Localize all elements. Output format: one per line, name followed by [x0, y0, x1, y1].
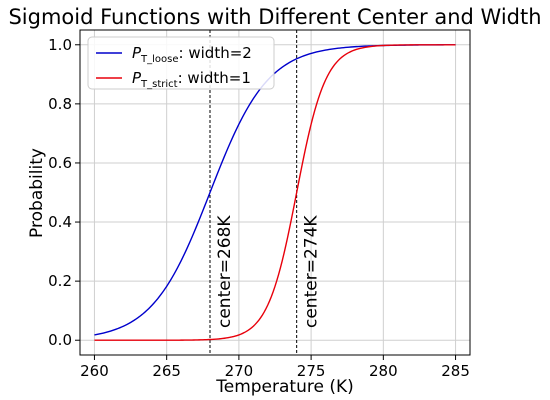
axis-ticks: 260 265 270 275 280 285 0.0 0.2 0.4 0.6 0.8 1.0: [48, 36, 470, 380]
x-tick-label: 280: [369, 362, 398, 380]
legend-label: : width=2: [179, 44, 252, 62]
x-axis-label: Temperature (K): [215, 377, 354, 397]
y-tick-label: 0.0: [48, 331, 72, 349]
legend-entry-0: PT_loose: width=2: [132, 44, 252, 65]
y-axis-label: Probability: [27, 148, 47, 238]
x-tick-label: 275: [297, 362, 326, 380]
x-tick-label: 265: [152, 362, 181, 380]
legend-subscript: T_strict: [140, 79, 178, 90]
y-tick-label: 0.2: [48, 272, 72, 290]
y-tick-label: 0.6: [48, 154, 72, 172]
chart-title: Sigmoid Functions with Different Center …: [8, 5, 541, 29]
center-lines: center=268K center=274K: [209, 30, 322, 355]
x-tick-label: 285: [441, 362, 470, 380]
legend-symbol: P: [132, 44, 142, 62]
legend: PT_loose: width=2PT_strict: width=1: [87, 36, 275, 90]
legend-label: : width=1: [178, 69, 251, 87]
legend-box: [87, 36, 275, 90]
series-line-width-1: [94, 44, 456, 341]
y-tick-label: 0.8: [48, 95, 72, 113]
x-tick-label: 270: [225, 362, 254, 380]
y-tick-label: 1.0: [48, 36, 72, 54]
series-lines: [94, 44, 456, 341]
legend-entry-1: PT_strict: width=1: [132, 69, 251, 90]
legend-symbol: P: [132, 69, 142, 87]
plot-frame: [79, 29, 471, 356]
y-tick-label: 0.4: [48, 213, 72, 231]
center-label-268: center=268K: [215, 215, 235, 328]
x-tick-label: 260: [80, 362, 109, 380]
legend-subscript: T_loose: [140, 54, 179, 65]
center-label-274: center=274K: [302, 215, 322, 328]
